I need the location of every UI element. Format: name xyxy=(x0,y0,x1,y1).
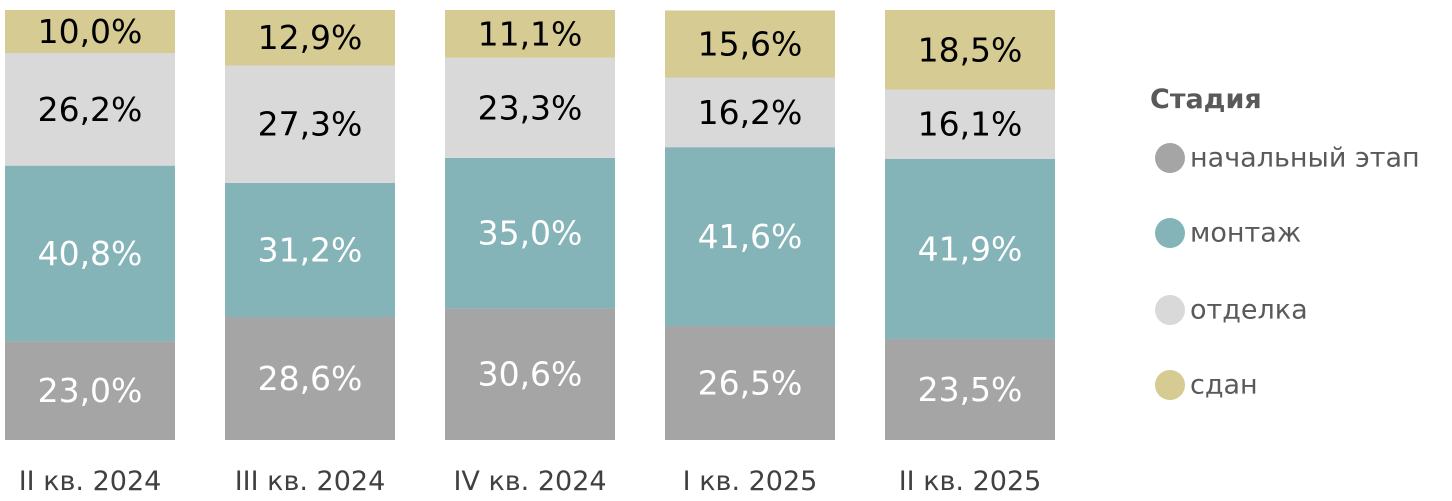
data-label: 40,8% xyxy=(38,234,143,273)
data-label: 18,5% xyxy=(918,30,1023,69)
bar-segment xyxy=(445,57,615,158)
bar-segment xyxy=(885,89,1055,159)
legend-marker xyxy=(1155,218,1185,248)
legend-item-label: сдан xyxy=(1190,370,1258,401)
bar-segment xyxy=(225,317,395,440)
data-label: 23,3% xyxy=(478,88,583,127)
bar-segment xyxy=(665,147,835,327)
bar-segment xyxy=(5,341,175,440)
legend-item-label: отделка xyxy=(1190,295,1308,326)
legend-marker xyxy=(1155,143,1185,173)
data-label: 28,6% xyxy=(258,359,363,398)
data-label: 30,6% xyxy=(478,355,583,394)
data-label: 11,1% xyxy=(478,14,583,53)
legend-marker xyxy=(1155,370,1185,400)
bar-segment xyxy=(445,10,615,58)
category-label: II кв. 2024 xyxy=(19,466,162,497)
category-label: III кв. 2024 xyxy=(235,466,386,497)
data-label: 27,3% xyxy=(258,105,363,144)
bar-segment xyxy=(445,308,615,440)
data-label: 31,2% xyxy=(258,230,363,269)
bar-segment xyxy=(885,158,1055,339)
category-label: IV кв. 2024 xyxy=(453,466,606,497)
data-label: 26,2% xyxy=(38,90,143,129)
bar-segment xyxy=(665,77,835,148)
data-label: 41,6% xyxy=(698,217,803,256)
bar-segment xyxy=(885,10,1055,90)
legend-marker xyxy=(1155,295,1185,325)
data-label: 41,9% xyxy=(918,229,1023,268)
bar-segment xyxy=(5,165,175,342)
data-label: 23,0% xyxy=(38,371,143,410)
bar-segment xyxy=(885,338,1055,440)
category-label: II кв. 2025 xyxy=(899,466,1042,497)
legend-item-label: монтаж xyxy=(1190,218,1301,249)
bar-segment xyxy=(225,10,395,66)
data-label: 26,5% xyxy=(698,364,803,403)
bar-segment xyxy=(665,326,835,440)
data-label: 35,0% xyxy=(478,214,583,253)
bar-segment xyxy=(5,10,175,53)
data-label: 15,6% xyxy=(698,24,803,63)
category-label: I кв. 2025 xyxy=(683,466,818,497)
bar-segment xyxy=(5,53,175,166)
data-label: 16,1% xyxy=(918,105,1023,144)
bar-segment xyxy=(665,10,835,78)
data-label: 16,2% xyxy=(698,93,803,132)
data-label: 23,5% xyxy=(918,370,1023,409)
legend-title: Стадия xyxy=(1150,84,1262,115)
bar-segment xyxy=(445,157,615,309)
data-label: 10,0% xyxy=(38,12,143,51)
data-label: 12,9% xyxy=(258,18,363,57)
legend-item-label: начальный этап xyxy=(1190,143,1420,174)
bar-segment xyxy=(225,65,395,183)
bar-segment xyxy=(225,182,395,318)
